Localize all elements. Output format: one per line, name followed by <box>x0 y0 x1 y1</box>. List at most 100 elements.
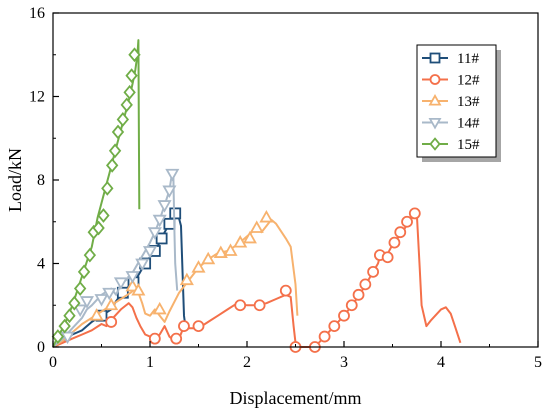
data-point <box>152 214 167 228</box>
data-point <box>223 243 238 256</box>
data-point <box>123 84 136 100</box>
data-point <box>101 180 114 196</box>
data-point <box>125 278 140 292</box>
legend-marker <box>429 137 441 151</box>
data-point <box>104 297 119 311</box>
legend-marker <box>429 74 441 85</box>
legend-label: 12# <box>457 73 480 89</box>
data-point <box>234 299 247 312</box>
data-point <box>89 308 104 321</box>
y-axis-title: Load/kN <box>5 148 25 212</box>
data-point <box>163 217 176 230</box>
data-point <box>381 251 394 264</box>
data-point <box>359 278 372 291</box>
legend: 11# 12# 13# 14# 15# <box>416 44 501 162</box>
series-line <box>52 293 299 348</box>
x-tick-label: 2 <box>243 354 251 371</box>
legend-label: 13# <box>457 94 480 110</box>
data-point <box>178 320 190 333</box>
data-point <box>147 227 162 240</box>
y-tick-label: 4 <box>37 256 45 273</box>
data-point <box>192 320 205 333</box>
data-point <box>157 200 172 213</box>
y-tick-label: 8 <box>37 172 45 189</box>
y-tick-label: 0 <box>37 339 45 356</box>
x-tick-label: 4 <box>437 354 445 371</box>
data-point <box>105 157 119 173</box>
x-tick-label: 0 <box>49 354 57 371</box>
legend-marker <box>428 118 442 130</box>
data-point <box>131 283 146 296</box>
data-point <box>279 284 292 297</box>
x-tick-label: 1 <box>146 354 154 371</box>
legend-label: 15# <box>457 137 480 153</box>
data-point <box>97 208 110 223</box>
data-point <box>108 143 122 159</box>
data-point <box>318 330 331 343</box>
data-point <box>77 264 91 280</box>
data-point <box>111 124 125 140</box>
x-axis-title: Displacement/mm <box>230 388 362 408</box>
data-point <box>170 332 183 345</box>
data-point <box>328 320 341 333</box>
data-point <box>155 232 168 245</box>
data-point <box>63 308 76 324</box>
series-5 <box>51 39 141 348</box>
data-point <box>125 271 140 284</box>
data-point <box>73 281 87 296</box>
data-point <box>152 301 167 315</box>
data-point <box>60 331 75 345</box>
data-point <box>73 304 88 318</box>
data-point <box>125 68 138 84</box>
data-point <box>68 295 81 311</box>
x-tick-label: 3 <box>340 354 348 371</box>
data-point <box>259 209 274 223</box>
data-point <box>165 168 180 182</box>
data-point <box>233 235 248 248</box>
data-point <box>394 226 407 239</box>
data-point <box>83 247 97 263</box>
plot-area <box>51 39 462 353</box>
legend-marker <box>429 52 441 64</box>
series-line <box>300 212 462 348</box>
data-point <box>92 220 105 236</box>
legend-label: 14# <box>457 116 480 132</box>
data-point <box>120 97 133 113</box>
data-point <box>179 272 194 286</box>
data-point <box>105 316 118 328</box>
data-point <box>213 245 228 258</box>
data-point <box>51 329 65 344</box>
data-point <box>345 299 358 312</box>
data-point <box>116 112 130 127</box>
data-point <box>113 277 128 290</box>
data-point <box>401 215 413 228</box>
y-tick-label: 12 <box>29 89 45 106</box>
series-4 <box>52 168 180 348</box>
data-point <box>408 207 421 220</box>
x-tick-label: 5 <box>534 354 542 371</box>
data-point <box>102 287 117 301</box>
data-point <box>249 220 264 233</box>
data-point <box>79 296 94 309</box>
legend-label: 11# <box>457 51 479 67</box>
data-point <box>253 299 266 312</box>
data-point <box>201 251 216 265</box>
data-point <box>367 265 380 278</box>
data-point <box>191 260 206 273</box>
data-point <box>148 332 161 345</box>
data-point <box>338 309 350 322</box>
data-point <box>135 258 150 272</box>
data-point <box>352 288 365 301</box>
data-point <box>128 47 141 63</box>
data-point <box>58 318 71 334</box>
data-point <box>169 207 182 220</box>
y-tick-label: 16 <box>29 5 45 22</box>
data-point <box>94 294 109 307</box>
data-point <box>162 185 177 199</box>
legend-marker <box>428 93 442 106</box>
data-point <box>242 230 257 244</box>
data-point <box>388 236 401 249</box>
series-3 <box>52 209 299 348</box>
